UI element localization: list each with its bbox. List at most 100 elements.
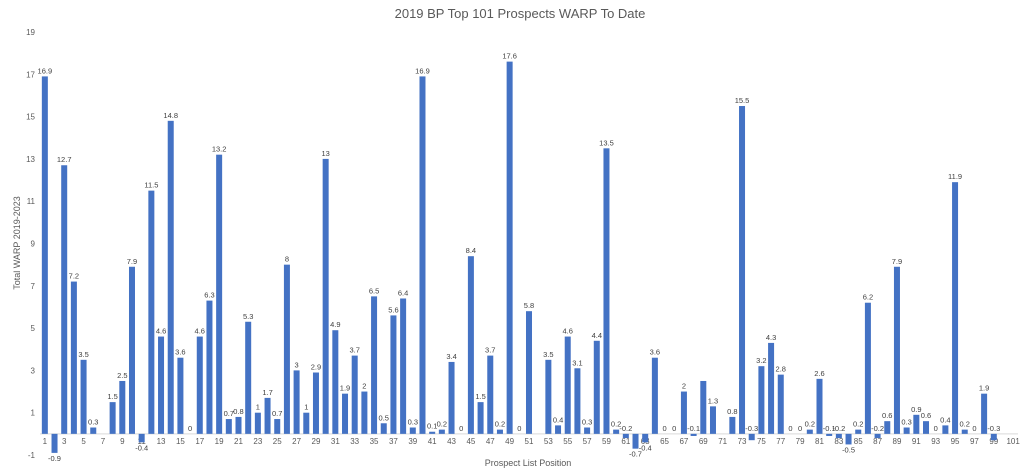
- bar: [351, 355, 358, 434]
- bar-series: [41, 61, 997, 453]
- x-tick-label: 97: [970, 437, 979, 446]
- x-tick-label: 55: [563, 437, 572, 446]
- x-tick-label: 47: [486, 437, 495, 446]
- bar: [332, 330, 339, 434]
- y-tick-label: 13: [26, 155, 35, 164]
- data-label: 0.2: [805, 420, 815, 429]
- bar: [438, 429, 445, 434]
- bar: [903, 427, 910, 434]
- data-label: 6.3: [204, 291, 214, 300]
- data-label: 0: [672, 424, 676, 433]
- x-tick-label: 87: [873, 437, 882, 446]
- x-tick-label: 71: [718, 437, 727, 446]
- data-label: 6.4: [398, 288, 408, 297]
- data-label: 0: [459, 424, 463, 433]
- bar: [816, 378, 823, 434]
- data-label: 1: [256, 403, 260, 412]
- data-label: 0.2: [853, 420, 863, 429]
- data-label: 1.3: [708, 396, 718, 405]
- data-label: 2.9: [311, 363, 321, 372]
- bar: [613, 429, 620, 434]
- x-tick-label: 9: [120, 437, 125, 446]
- bar: [41, 76, 48, 434]
- data-label: 0: [188, 424, 192, 433]
- bar: [487, 355, 494, 434]
- data-label: 0.8: [233, 407, 243, 416]
- data-label: -0.9: [48, 454, 61, 463]
- bar: [400, 298, 407, 434]
- y-axis-title: Total WARP 2019-2023: [12, 196, 22, 290]
- data-label: 3: [295, 360, 299, 369]
- data-label: 0: [662, 424, 666, 433]
- data-label: 6.2: [863, 293, 873, 302]
- data-label: 0.2: [960, 420, 970, 429]
- x-tick-label: 81: [815, 437, 824, 446]
- data-label: 1: [304, 403, 308, 412]
- data-label: 0.5: [379, 413, 389, 422]
- data-label: 13: [321, 149, 329, 158]
- bar: [167, 120, 174, 434]
- x-tick-label: 39: [408, 437, 417, 446]
- y-tick-label: 11: [27, 197, 36, 206]
- data-label: 8: [285, 255, 289, 264]
- bar: [893, 266, 900, 434]
- data-label: 4.9: [330, 320, 340, 329]
- bar: [148, 190, 155, 434]
- bar: [981, 393, 988, 434]
- data-label: 0.2: [611, 420, 621, 429]
- data-label: 1.7: [262, 388, 272, 397]
- data-label: 1.5: [107, 392, 117, 401]
- bar: [254, 412, 261, 434]
- bar: [826, 433, 833, 436]
- data-label: 1.9: [979, 384, 989, 393]
- bar: [477, 402, 484, 434]
- y-tick-label: 9: [31, 240, 36, 249]
- data-label: 0.4: [553, 415, 563, 424]
- bar: [622, 433, 629, 439]
- bar: [371, 296, 378, 434]
- bar: [555, 425, 562, 434]
- x-tick-label: 27: [292, 437, 301, 446]
- bar: [390, 315, 397, 434]
- data-label: 2.8: [776, 365, 786, 374]
- data-label: 11.5: [144, 181, 158, 190]
- bar: [109, 402, 116, 434]
- bar: [206, 300, 213, 434]
- bar: [729, 416, 736, 434]
- bar: [545, 359, 552, 434]
- data-label: 3.5: [78, 350, 88, 359]
- x-tick-label: 73: [738, 437, 747, 446]
- data-label: 14.8: [163, 111, 178, 120]
- data-label: 4.3: [766, 333, 776, 342]
- bar: [235, 416, 242, 434]
- bar: [632, 433, 639, 449]
- y-tick-label: 19: [26, 28, 35, 37]
- bar: [952, 182, 959, 434]
- x-tick-label: 69: [699, 437, 708, 446]
- bar: [225, 419, 232, 434]
- data-label: 7.9: [127, 257, 137, 266]
- x-tick-label: 35: [370, 437, 379, 446]
- bar: [303, 412, 310, 434]
- bar: [361, 391, 368, 434]
- bar: [942, 425, 949, 434]
- bar: [913, 414, 920, 434]
- bar: [777, 374, 784, 434]
- data-label: -0.4: [639, 443, 652, 452]
- data-label: 3.1: [572, 358, 582, 367]
- x-tick-label: 75: [757, 437, 766, 446]
- bar: [651, 357, 658, 434]
- bar: [874, 433, 881, 439]
- bar: [80, 359, 87, 434]
- data-label: -0.7: [629, 450, 642, 459]
- x-tick-label: 101: [1006, 437, 1020, 446]
- x-tick-label: 29: [312, 437, 321, 446]
- data-label: 8.4: [466, 246, 476, 255]
- bar: [603, 148, 610, 434]
- x-tick-label: 45: [466, 437, 475, 446]
- bar: [748, 433, 755, 441]
- data-label: 3.7: [485, 346, 495, 355]
- data-label: 15.5: [735, 96, 750, 105]
